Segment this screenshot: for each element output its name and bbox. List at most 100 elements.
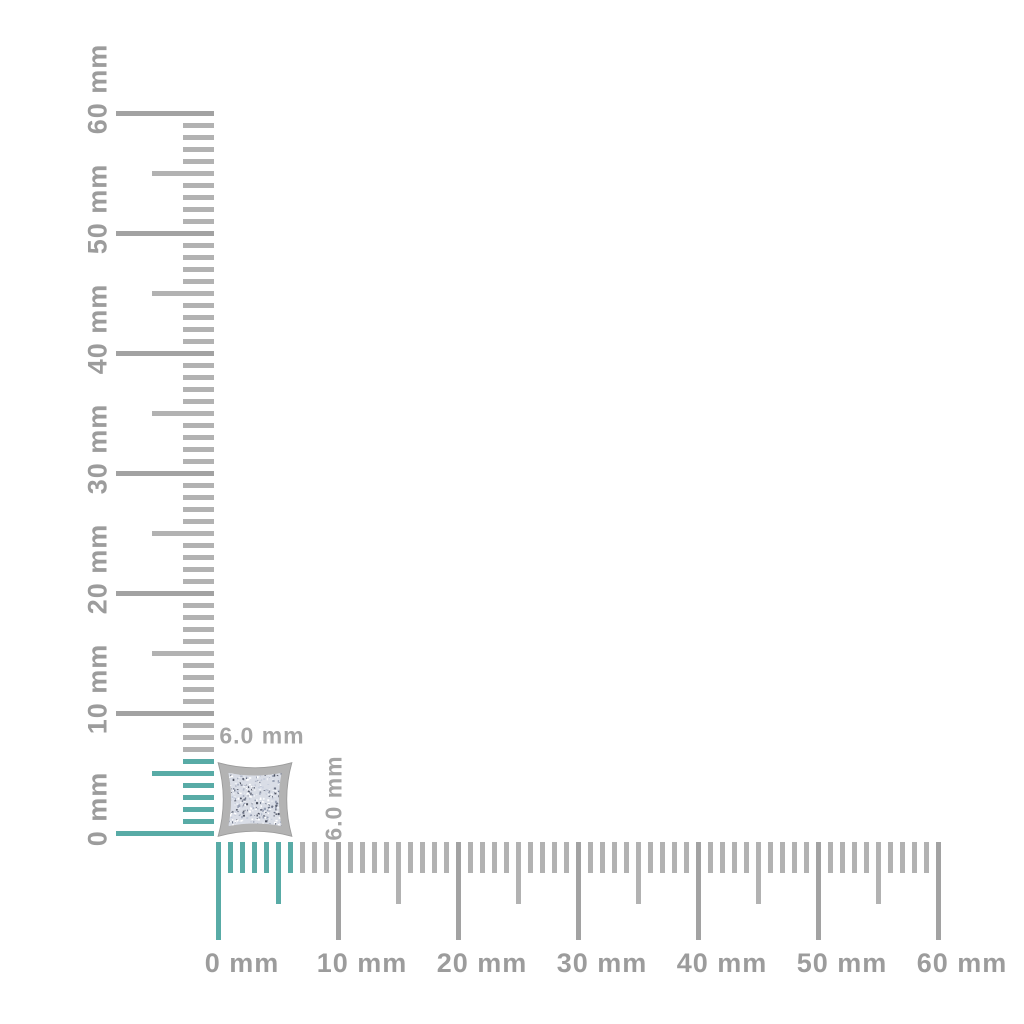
vertical-ruler-tick xyxy=(183,135,214,140)
horizontal-ruler-tick xyxy=(672,842,677,873)
horizontal-ruler-tick xyxy=(432,842,437,873)
vertical-ruler-tick xyxy=(116,471,214,476)
vertical-ruler-tick xyxy=(183,195,214,200)
vertical-ruler-label: 40 mm xyxy=(82,283,113,375)
vertical-ruler-tick xyxy=(116,351,214,356)
vertical-ruler-tick xyxy=(183,519,214,524)
vertical-ruler-tick xyxy=(183,579,214,584)
horizontal-ruler-tick xyxy=(576,842,581,940)
vertical-ruler-tick xyxy=(183,675,214,680)
horizontal-ruler-tick xyxy=(468,842,473,873)
vertical-ruler-tick xyxy=(116,231,214,236)
vertical-ruler-label: 50 mm xyxy=(82,163,113,255)
vertical-ruler-tick xyxy=(152,411,214,416)
horizontal-ruler-tick xyxy=(336,842,341,940)
horizontal-ruler-tick xyxy=(444,842,449,873)
horizontal-ruler-tick xyxy=(636,842,641,904)
horizontal-ruler-tick xyxy=(324,842,329,873)
horizontal-ruler-tick xyxy=(408,842,413,873)
horizontal-ruler-tick xyxy=(660,842,665,873)
horizontal-ruler-tick xyxy=(528,842,533,873)
horizontal-ruler-tick xyxy=(756,842,761,904)
vertical-ruler-tick xyxy=(183,723,214,728)
vertical-ruler-tick xyxy=(183,807,214,812)
vertical-ruler-tick xyxy=(183,219,214,224)
vertical-ruler-label: 10 mm xyxy=(82,643,113,735)
horizontal-ruler-tick xyxy=(792,842,797,873)
horizontal-ruler-tick xyxy=(600,842,605,873)
vertical-ruler-tick xyxy=(183,615,214,620)
horizontal-ruler-tick xyxy=(276,842,281,904)
horizontal-ruler-label: 0 mm xyxy=(204,948,280,978)
vertical-ruler-tick xyxy=(183,243,214,248)
height-dimension-label: 6.0 mm xyxy=(320,755,347,841)
horizontal-ruler-tick xyxy=(708,842,713,873)
vertical-ruler-tick xyxy=(183,759,214,764)
horizontal-ruler-tick xyxy=(504,842,509,873)
vertical-ruler-tick xyxy=(152,291,214,296)
vertical-ruler-tick xyxy=(116,111,214,116)
vertical-ruler-tick xyxy=(116,711,214,716)
vertical-ruler-tick xyxy=(183,495,214,500)
horizontal-ruler-tick xyxy=(516,842,521,904)
horizontal-ruler-tick xyxy=(648,842,653,873)
horizontal-ruler-tick xyxy=(876,842,881,904)
horizontal-ruler-tick xyxy=(492,842,497,873)
vertical-ruler-tick xyxy=(183,303,214,308)
horizontal-ruler-tick xyxy=(420,842,425,873)
horizontal-ruler-tick xyxy=(396,842,401,904)
vertical-ruler-tick xyxy=(183,255,214,260)
horizontal-ruler-tick xyxy=(384,842,389,873)
vertical-ruler-tick xyxy=(183,699,214,704)
vertical-ruler-label: 60 mm xyxy=(82,43,113,135)
vertical-ruler-tick xyxy=(183,543,214,548)
vertical-ruler-label: 20 mm xyxy=(82,523,113,615)
vertical-ruler-tick xyxy=(152,171,214,176)
horizontal-ruler-tick xyxy=(480,842,485,873)
horizontal-ruler-tick xyxy=(540,842,545,873)
vertical-ruler-tick xyxy=(183,183,214,188)
vertical-ruler-tick xyxy=(183,735,214,740)
horizontal-ruler-tick xyxy=(360,842,365,873)
horizontal-ruler-tick xyxy=(240,842,245,873)
horizontal-ruler-tick xyxy=(684,842,689,873)
vertical-ruler-tick xyxy=(183,447,214,452)
vertical-ruler-tick xyxy=(183,327,214,332)
horizontal-ruler-tick xyxy=(720,842,725,873)
horizontal-ruler-label: 40 mm xyxy=(676,948,768,978)
horizontal-ruler-tick xyxy=(300,842,305,873)
vertical-ruler-tick xyxy=(183,159,214,164)
product-item-pave-stud xyxy=(217,761,293,838)
horizontal-ruler-tick xyxy=(744,842,749,873)
vertical-ruler-tick xyxy=(183,483,214,488)
vertical-ruler-tick xyxy=(183,315,214,320)
vertical-ruler-tick xyxy=(183,399,214,404)
vertical-ruler-tick xyxy=(183,639,214,644)
horizontal-ruler-tick xyxy=(612,842,617,873)
horizontal-ruler-tick xyxy=(216,842,221,940)
vertical-ruler-tick xyxy=(183,555,214,560)
horizontal-ruler-tick xyxy=(840,842,845,873)
horizontal-ruler-tick xyxy=(936,842,941,940)
vertical-ruler-tick xyxy=(183,507,214,512)
vertical-ruler-tick xyxy=(116,831,214,836)
horizontal-ruler-tick xyxy=(456,842,461,940)
vertical-ruler-tick xyxy=(183,423,214,428)
horizontal-ruler-tick xyxy=(372,842,377,873)
horizontal-ruler-tick xyxy=(288,842,293,873)
vertical-ruler-tick xyxy=(183,147,214,152)
horizontal-ruler-tick xyxy=(768,842,773,873)
vertical-ruler-tick xyxy=(183,747,214,752)
vertical-ruler-label: 0 mm xyxy=(82,771,113,847)
horizontal-ruler-label: 60 mm xyxy=(916,948,1008,978)
vertical-ruler-tick xyxy=(183,123,214,128)
pave-field xyxy=(228,772,282,827)
horizontal-ruler-tick xyxy=(228,842,233,873)
vertical-ruler-label: 30 mm xyxy=(82,403,113,495)
vertical-ruler-tick xyxy=(183,459,214,464)
vertical-ruler-tick xyxy=(183,375,214,380)
vertical-ruler-tick xyxy=(183,819,214,824)
vertical-ruler-tick xyxy=(183,339,214,344)
horizontal-ruler-tick xyxy=(864,842,869,873)
